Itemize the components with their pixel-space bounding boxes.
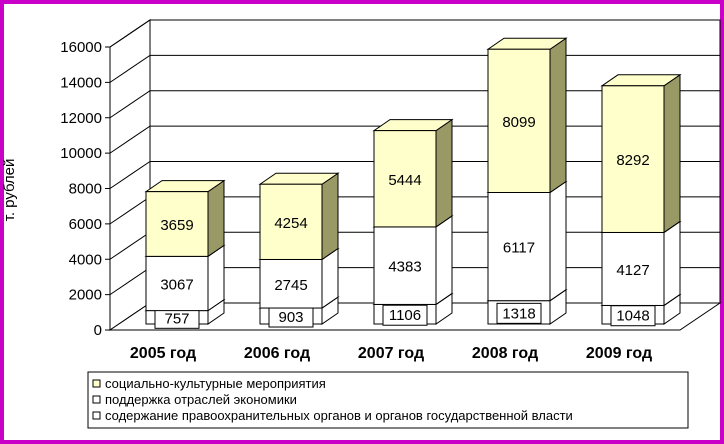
legend-swatch xyxy=(92,411,101,420)
y-tick-label: 6000 xyxy=(69,216,102,233)
data-label: 4127 xyxy=(616,262,649,279)
data-label-box xyxy=(382,304,428,326)
bar-side xyxy=(663,220,681,307)
bar-segment xyxy=(145,255,209,312)
bar-side xyxy=(549,180,567,302)
legend-label: поддержка отраслей экономики xyxy=(105,392,297,407)
bar-side xyxy=(207,179,225,258)
bar-segment xyxy=(373,130,437,228)
y-tick-label: 14000 xyxy=(60,74,102,91)
y-tick-label: 10000 xyxy=(60,145,102,162)
data-label: 1048 xyxy=(616,308,649,325)
bar-segment xyxy=(601,85,665,233)
data-label: 903 xyxy=(278,309,303,326)
data-label: 757 xyxy=(164,310,189,327)
data-label-box xyxy=(496,302,542,324)
x-category-label: 2009 год xyxy=(586,345,652,362)
data-label: 6117 xyxy=(503,240,535,257)
bar-segment xyxy=(487,48,551,193)
legend-label: социально-культурные мероприятия xyxy=(105,376,326,391)
x-category-label: 2008 год xyxy=(472,345,538,362)
data-label: 1318 xyxy=(502,305,535,322)
data-label: 3067 xyxy=(160,276,193,293)
bar-side xyxy=(321,172,339,261)
bar-segment xyxy=(259,258,323,309)
data-label: 8292 xyxy=(616,152,649,169)
y-tick-label: 0 xyxy=(94,322,102,339)
y-tick-label: 16000 xyxy=(60,39,102,56)
y-axis-label: т. рублей xyxy=(1,159,18,222)
data-label: 8099 xyxy=(502,114,535,131)
x-category-label: 2005 год xyxy=(130,345,196,362)
legend-box xyxy=(87,371,689,429)
data-label: 4383 xyxy=(388,259,421,276)
data-label: 5444 xyxy=(388,172,421,189)
bar-segment xyxy=(259,183,323,260)
legend-label: содержание правоохранительных органов и … xyxy=(105,408,573,423)
legend-swatch xyxy=(92,395,101,404)
bar-side xyxy=(549,37,567,194)
y-tick-label: 2000 xyxy=(69,287,102,304)
y-tick-label: 12000 xyxy=(60,110,102,127)
x-category-label: 2006 год xyxy=(244,345,310,362)
y-tick-label: 4000 xyxy=(69,251,102,268)
bar-segment xyxy=(487,191,551,302)
data-label: 4254 xyxy=(274,215,307,232)
data-label: 3659 xyxy=(160,217,193,234)
bar-segment xyxy=(373,226,437,305)
data-label: 2745 xyxy=(274,277,307,294)
bar-side xyxy=(435,118,453,228)
legend-swatch xyxy=(92,379,101,388)
gridline xyxy=(109,19,720,48)
bar-side xyxy=(663,73,681,234)
y-tick-label: 8000 xyxy=(69,181,102,198)
bar-segment xyxy=(601,231,665,306)
data-label: 1106 xyxy=(389,307,421,324)
bar-segment xyxy=(145,191,209,257)
bar-side xyxy=(435,214,453,306)
x-category-label: 2007 год xyxy=(358,345,424,362)
